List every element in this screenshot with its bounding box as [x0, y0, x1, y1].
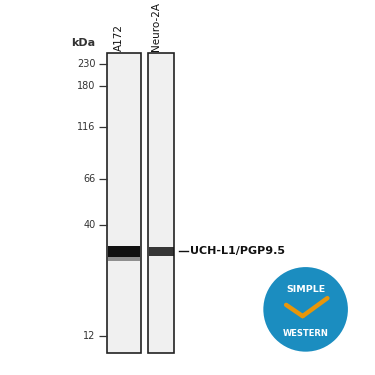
Text: 230: 230 — [77, 59, 96, 69]
Text: TM: TM — [338, 343, 344, 347]
Text: SIMPLE: SIMPLE — [286, 285, 325, 294]
Text: 116: 116 — [77, 122, 96, 132]
Bar — [148, 53, 174, 352]
Bar — [107, 53, 141, 352]
Bar — [108, 246, 140, 257]
Text: Neuro-2A: Neuro-2A — [151, 2, 161, 51]
Text: kDa: kDa — [72, 38, 96, 48]
Bar — [108, 256, 140, 261]
Text: UCH-L1/PGP9.5: UCH-L1/PGP9.5 — [190, 246, 285, 256]
Text: WESTERN: WESTERN — [283, 328, 328, 338]
Text: A172: A172 — [114, 24, 124, 51]
Bar — [149, 247, 174, 255]
Text: 40: 40 — [83, 220, 96, 230]
Text: 180: 180 — [77, 81, 96, 92]
Text: 12: 12 — [83, 331, 96, 341]
Text: 66: 66 — [83, 174, 96, 184]
Circle shape — [262, 266, 349, 352]
